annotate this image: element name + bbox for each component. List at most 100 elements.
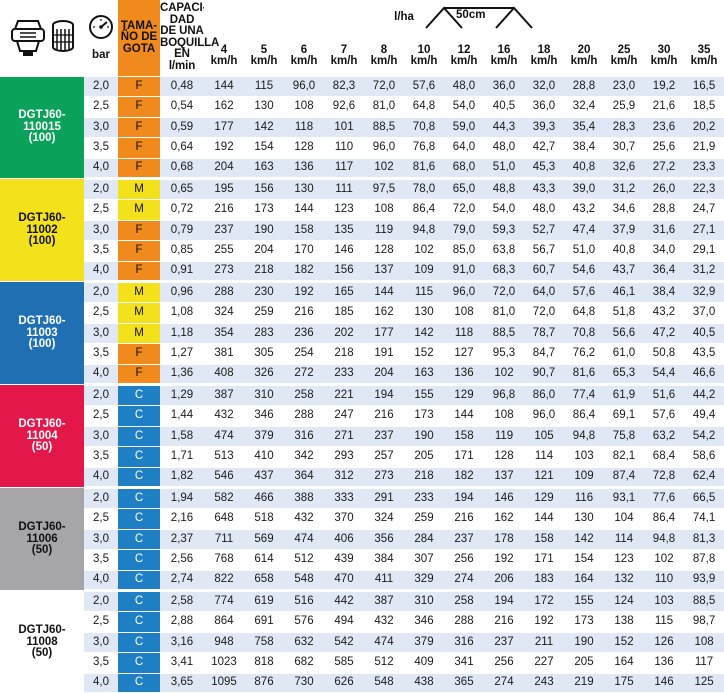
rate-cell: 346 xyxy=(244,405,284,427)
rate-cell: 1095 xyxy=(204,673,244,693)
rate-cell: 237 xyxy=(444,529,484,551)
rate-cell: 310 xyxy=(404,590,444,612)
rate-cell: 364 xyxy=(284,467,324,490)
table-row: 3,0 F 0,59 177 142 118 101 88,5 70,8 59,0 44,3 39,3… xyxy=(0,117,724,139)
rate-cell: 18,5 xyxy=(684,96,724,118)
rate-cell: 411 xyxy=(364,570,404,593)
rate-cell: 864 xyxy=(204,611,244,633)
rate-cell: 78,0 xyxy=(404,178,444,201)
rate-cell: 356 xyxy=(364,529,404,551)
rate-cell: 36,0 xyxy=(524,96,564,118)
rate-cell: 576 xyxy=(284,611,324,633)
speed-value: 25 xyxy=(617,43,631,56)
pressure-header: bar xyxy=(84,0,118,77)
rate-cell: 158 xyxy=(284,220,324,242)
speed-value: 7 xyxy=(340,43,348,56)
capacity-cell: 3,65 xyxy=(160,673,204,693)
rate-cell: 85,0 xyxy=(444,240,484,262)
rate-cell: 194 xyxy=(444,487,484,509)
speed-value: 20 xyxy=(577,43,591,56)
rate-cell: 21,9 xyxy=(684,137,724,159)
rate-cell: 216 xyxy=(444,508,484,530)
rate-cell: 52,7 xyxy=(524,220,564,242)
rate-cell: 49,4 xyxy=(684,405,724,427)
rate-cell: 51,0 xyxy=(484,158,524,181)
rate-cell: 47,2 xyxy=(644,323,684,345)
rate-cell: 91,0 xyxy=(444,261,484,284)
rate-cell: 101 xyxy=(324,117,364,139)
speed-column-header: 12 km/h xyxy=(444,36,484,77)
table-header: bar TAMA- ÑO DE GOTA CAPACI- DAD DE UNA … xyxy=(0,0,724,77)
rate-cell: 494 xyxy=(324,611,364,633)
rate-cell: 138 xyxy=(604,611,644,633)
pressure-cell: 2,5 xyxy=(84,508,118,530)
rate-cell: 342 xyxy=(284,446,324,468)
rate-cell: 64,8 xyxy=(564,302,604,324)
rate-cell: 57,6 xyxy=(564,281,604,304)
rate-cell: 406 xyxy=(324,529,364,551)
speed-column-header: 10 km/h xyxy=(404,36,444,77)
rate-cell: 146 xyxy=(644,673,684,693)
capacity-cell: 0,64 xyxy=(160,137,204,159)
rate-cell: 237 xyxy=(484,632,524,654)
capacity-cell: 0,54 xyxy=(160,96,204,118)
rate-cell: 136 xyxy=(444,364,484,387)
rate-cell: 108 xyxy=(684,632,724,654)
rate-cell: 95,3 xyxy=(484,343,524,365)
rate-cell: 56,6 xyxy=(604,323,644,345)
droplet-size-header: TAMA- ÑO DE GOTA xyxy=(118,0,160,77)
rate-cell: 68,3 xyxy=(484,261,524,284)
rate-cell: 548 xyxy=(364,673,404,693)
capacity-cell: 2,74 xyxy=(160,570,204,593)
rate-cell: 94,8 xyxy=(644,529,684,551)
rate-cell: 86,4 xyxy=(564,405,604,427)
rate-cell: 211 xyxy=(524,632,564,654)
rate-cell: 247 xyxy=(324,405,364,427)
rate-cell: 81,6 xyxy=(404,158,444,181)
droplet-size-cell: C xyxy=(118,549,160,571)
capacity-cell: 1,71 xyxy=(160,446,204,468)
rate-cell: 162 xyxy=(204,96,244,118)
pressure-cell: 2,5 xyxy=(84,302,118,324)
rate-cell: 108 xyxy=(284,96,324,118)
rate-cell: 51,6 xyxy=(644,384,684,406)
rate-cell: 84,7 xyxy=(524,343,564,365)
droplet-size-cell: C xyxy=(118,652,160,674)
pressure-cell: 2,0 xyxy=(84,487,118,509)
rate-cell: 86,4 xyxy=(644,508,684,530)
rate-cell: 38,4 xyxy=(644,281,684,304)
rate-cell: 88,5 xyxy=(364,117,404,139)
rate-cell: 216 xyxy=(204,199,244,221)
rate-cell: 274 xyxy=(484,673,524,693)
rate-cell: 39,3 xyxy=(524,117,564,139)
pressure-cell: 2,5 xyxy=(84,96,118,118)
droplet-size-cell: M xyxy=(118,281,160,304)
rate-cell: 205 xyxy=(564,652,604,674)
rate-cell: 92,6 xyxy=(324,96,364,118)
rate-cell: 77,6 xyxy=(644,487,684,509)
rate-cell: 258 xyxy=(444,590,484,612)
rate-cell: 258 xyxy=(284,384,324,406)
nozzle-model-label: (50) xyxy=(31,647,53,660)
speed-column-header: 25 km/h xyxy=(604,36,644,77)
capacity-cell: 0,59 xyxy=(160,117,204,139)
rate-cell: 144 xyxy=(204,76,244,98)
rate-cell: 512 xyxy=(364,652,404,674)
rate-cell: 46,6 xyxy=(684,364,724,387)
capacity-cell: 0,79 xyxy=(160,220,204,242)
rate-cell: 132 xyxy=(604,570,644,593)
rate-cell: 442 xyxy=(324,590,364,612)
rate-cell: 72,0 xyxy=(484,281,524,304)
rate-cell: 190 xyxy=(404,426,444,448)
nozzle-model-label: DGTJ60- xyxy=(18,521,66,534)
rate-cell: 158 xyxy=(444,426,484,448)
rate-cell: 35,4 xyxy=(564,117,604,139)
table-row: DGTJ60- 11004 (50) 2,0 C 1,29 387 310 258 221 194 1… xyxy=(0,384,724,489)
pressure-cell: 2,5 xyxy=(84,405,118,427)
rate-cell: 37,9 xyxy=(604,220,644,242)
rate-cell: 108 xyxy=(484,405,524,427)
rate-cell: 64,8 xyxy=(404,96,444,118)
rate-cell: 40,5 xyxy=(484,96,524,118)
nozzle-model-label: (100) xyxy=(28,235,56,248)
